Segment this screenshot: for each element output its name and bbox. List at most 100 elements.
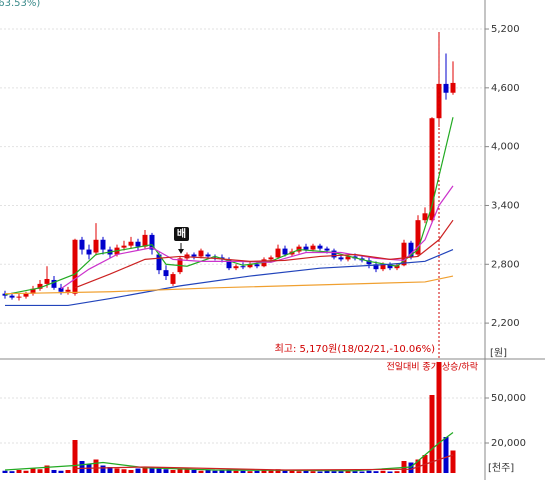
y-tick-label: 50,000	[491, 393, 526, 404]
candle-body	[163, 270, 169, 277]
y-tick-label: 4,600	[491, 83, 520, 94]
candle-body	[324, 248, 330, 251]
volume-bar	[114, 468, 120, 473]
volume-bar	[107, 467, 113, 473]
volume-bar	[9, 471, 15, 473]
volume-bar	[135, 468, 141, 473]
candle-body	[450, 82, 456, 93]
volume-bar	[37, 469, 43, 473]
volume-bar	[16, 470, 22, 473]
volume-bar	[394, 471, 400, 473]
volume-bar	[198, 470, 204, 473]
signal-marker-label: 배	[177, 227, 186, 240]
candle-body	[317, 245, 323, 249]
volume-bar	[184, 469, 190, 473]
moving-average-line	[74, 219, 454, 289]
y-tick-label: 20,000	[491, 438, 526, 449]
candle-body	[198, 250, 204, 257]
volume-bar	[58, 470, 64, 473]
candle-body	[401, 242, 407, 266]
volume-bar	[100, 465, 106, 473]
candle-body	[303, 246, 309, 250]
volume-bar	[408, 462, 414, 473]
volume-bar	[247, 471, 253, 473]
candle-body	[191, 254, 197, 257]
y-tick-label: 5,200	[491, 24, 520, 35]
unit-label: [원]	[490, 347, 507, 359]
volume-bar	[212, 470, 218, 473]
volume-bar	[156, 467, 162, 473]
candle-body	[268, 257, 274, 260]
volume-bar	[289, 470, 295, 473]
volume-bar	[429, 395, 435, 473]
candle-body	[37, 283, 43, 289]
volume-bar	[436, 362, 442, 473]
volume-bar	[65, 470, 71, 473]
candle-body	[135, 241, 141, 247]
candle-body	[86, 249, 92, 255]
volume-bar	[303, 470, 309, 473]
volume-bar	[261, 470, 267, 473]
candle-body	[380, 264, 386, 270]
volume-bar	[170, 470, 176, 473]
moving-average-line	[4, 275, 454, 295]
volume-bar	[44, 465, 50, 473]
candle-body	[240, 266, 246, 268]
volume-bar	[373, 471, 379, 473]
candle-body	[415, 220, 421, 255]
volume-bar	[30, 468, 36, 473]
volume-bar	[324, 470, 330, 473]
candle-body	[51, 279, 57, 288]
volume-bar	[310, 471, 316, 473]
volume-bar	[219, 470, 225, 473]
candle-body	[282, 248, 288, 255]
volume-bar	[268, 470, 274, 473]
annotation: 최고: 5,170원(18/02/21,-10.06%)	[275, 343, 436, 355]
candle-body	[9, 295, 15, 298]
volume-bar	[450, 450, 456, 473]
volume-bar	[149, 468, 155, 473]
candle-body	[93, 239, 99, 253]
volume-bar	[205, 470, 211, 473]
candle-body	[156, 254, 162, 271]
volume-bar	[51, 470, 57, 473]
moving-average-line	[74, 454, 454, 471]
price-panel	[2, 31, 456, 358]
volume-bar	[366, 470, 372, 473]
signal-marker	[174, 227, 189, 241]
volume-bar	[282, 470, 288, 473]
candle-body	[422, 213, 428, 221]
volume-bar	[296, 471, 302, 473]
candle-body	[338, 257, 344, 260]
candle-body	[16, 296, 22, 298]
candle-body	[121, 245, 127, 248]
signal-arrow-head	[178, 249, 184, 254]
unit-label: [천주]	[488, 462, 514, 474]
candle-body	[429, 118, 435, 221]
candle-body	[275, 248, 281, 258]
volume-bar	[226, 469, 232, 473]
candle-body	[254, 264, 260, 267]
volume-bar	[177, 468, 183, 473]
volume-bar	[233, 470, 239, 473]
candle-body	[170, 274, 176, 284]
volume-bar	[121, 469, 127, 473]
candle-body	[142, 234, 148, 247]
volume-bar	[93, 459, 99, 473]
volume-bar	[254, 470, 260, 473]
candle-body	[79, 239, 85, 250]
candle-body	[408, 242, 414, 258]
candle-body	[58, 287, 64, 292]
volume-bar	[387, 471, 393, 473]
candle-body	[331, 250, 337, 258]
candle-body	[443, 83, 449, 93]
candle-body	[233, 266, 239, 269]
candle-body	[247, 264, 253, 268]
volume-bar	[142, 467, 148, 473]
volume-bar	[128, 470, 134, 473]
candle-body	[387, 264, 393, 269]
volume-bar	[317, 471, 323, 473]
candle-body	[366, 260, 372, 265]
candle-body	[100, 239, 106, 250]
